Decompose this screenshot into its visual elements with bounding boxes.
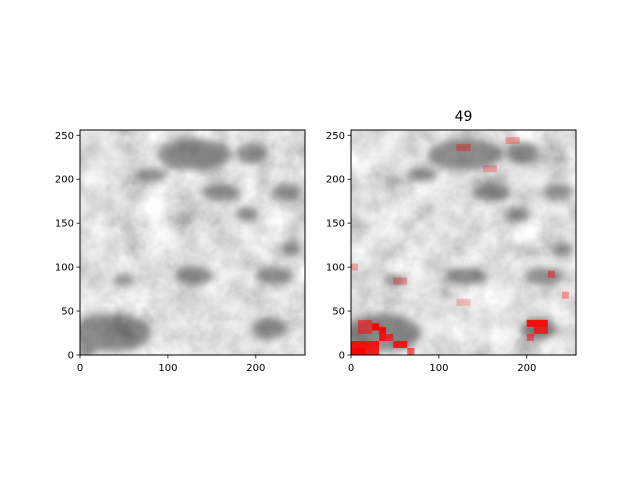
overlay-cell [393, 277, 408, 285]
ticks-right: 0 100 200 0 50 100 150 200 250 [326, 131, 536, 374]
dark-cloud-region [235, 142, 268, 164]
x-tick-label: 100 [158, 363, 177, 374]
x-tick-label: 200 [517, 363, 536, 374]
ticks-left: 0 100 200 0 50 100 150 200 250 [55, 131, 265, 374]
overlay-cell [351, 263, 359, 271]
overlay-cell [379, 333, 387, 341]
overlay-cell [393, 340, 408, 348]
overlay-cell [351, 347, 366, 355]
x-tick-label: 200 [246, 363, 265, 374]
dark-cloud-region [174, 267, 214, 285]
dark-cloud-region [280, 242, 302, 257]
overlay-cell [365, 340, 380, 355]
overlay-cell [482, 165, 497, 173]
dark-cloud-region [543, 183, 572, 202]
dark-cloud-region [113, 275, 135, 286]
dark-cloud-region [254, 267, 293, 285]
overlay-cell [386, 333, 394, 341]
dark-cloud-region [80, 347, 96, 355]
y-tick-label: 50 [61, 307, 74, 318]
dark-cloud-region [428, 138, 503, 171]
y-tick-label: 100 [55, 263, 74, 274]
overlay-cell [533, 326, 548, 334]
overlay-cell [561, 291, 569, 299]
axes-frame-right [350, 129, 577, 356]
dark-cloud-region [384, 275, 406, 286]
overlay-cell [526, 333, 534, 341]
panel-title-right: 49 [455, 109, 473, 125]
red-overlay-right [351, 137, 569, 355]
overlay-cell [351, 340, 366, 348]
overlay-cell [456, 144, 471, 152]
dark-cloud-region [525, 267, 564, 285]
dark-cloud-region [201, 183, 240, 202]
dark-cloud-region [472, 183, 511, 202]
y-tick-label: 150 [326, 219, 345, 230]
dark-cloud-region [445, 267, 485, 285]
y-tick-label: 250 [326, 131, 345, 142]
overlay-cell [358, 319, 373, 334]
overlay-cell [379, 326, 387, 334]
overlay-cell [547, 270, 555, 278]
dark-cloud-region [505, 207, 531, 222]
overlay-cell [505, 137, 520, 145]
dark-regions-left [80, 138, 302, 355]
image-area-right [351, 130, 576, 355]
dark-cloud-region [251, 318, 287, 340]
y-tick-label: 0 [339, 351, 345, 362]
dark-cloud-region [157, 138, 232, 171]
y-tick-label: 200 [55, 175, 74, 186]
y-tick-label: 0 [68, 351, 74, 362]
y-tick-label: 50 [332, 307, 345, 318]
x-tick-label: 0 [77, 363, 83, 374]
dark-cloud-region [405, 167, 438, 182]
y-tick-label: 200 [326, 175, 345, 186]
y-tick-label: 150 [55, 219, 74, 230]
overlay-cell [372, 323, 380, 331]
image-panel-left: 0 100 200 0 50 100 150 200 250 [55, 129, 306, 374]
dark-cloud-region [234, 207, 260, 222]
overlay-cell [456, 298, 471, 306]
dark-cloud-region [272, 183, 301, 202]
y-tick-label: 100 [326, 263, 345, 274]
dark-cloud-region [506, 142, 539, 164]
x-tick-label: 100 [429, 363, 448, 374]
x-tick-label: 0 [348, 363, 354, 374]
dark-cloud-region [80, 313, 151, 353]
overlay-cell [526, 319, 548, 327]
dark-cloud-region [551, 242, 573, 257]
dark-cloud-region [134, 167, 167, 182]
image-area-left [80, 130, 305, 355]
axes-frame-left [79, 129, 306, 356]
y-tick-label: 250 [55, 131, 74, 142]
image-panel-right: 49 0 100 200 0 50 100 150 200 250 [326, 109, 577, 374]
overlay-cell [407, 347, 415, 355]
